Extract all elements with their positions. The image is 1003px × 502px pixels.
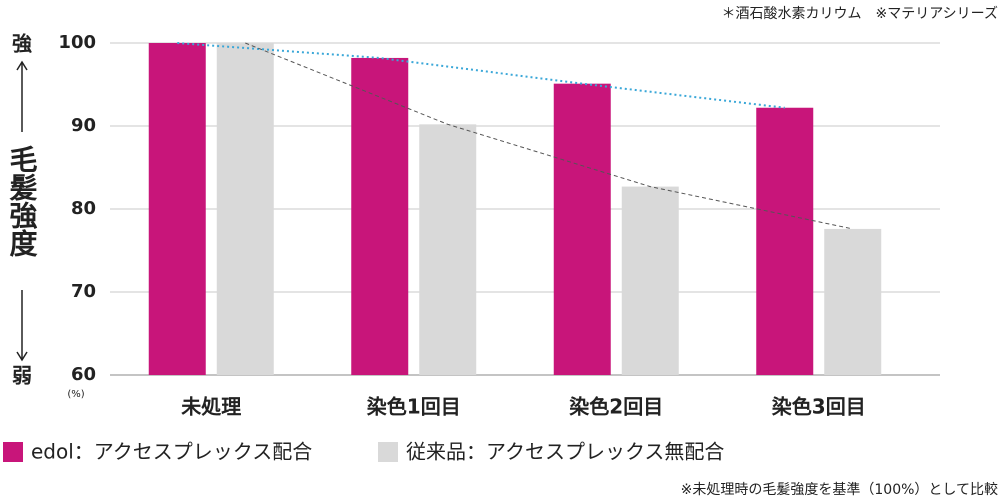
bar bbox=[419, 124, 477, 375]
note: ＊酒石酸水素カリウム ※マテリアシリーズ bbox=[722, 6, 998, 22]
y-tick-label: 90 bbox=[71, 115, 96, 136]
y-tick-label: 60 bbox=[71, 364, 96, 385]
y-axis-label: 毛髪強度 bbox=[6, 145, 39, 258]
legend-swatch bbox=[378, 442, 398, 462]
legend-label: edol：アクセスプレックス配合 bbox=[31, 440, 312, 464]
bar bbox=[621, 186, 679, 375]
arrow-head bbox=[16, 351, 28, 362]
bar bbox=[148, 43, 206, 375]
x-tick-label: 染色3回目 bbox=[772, 395, 866, 419]
bar bbox=[553, 83, 611, 376]
bar bbox=[216, 43, 274, 375]
bar bbox=[824, 228, 882, 375]
bar bbox=[756, 107, 814, 376]
trend-line bbox=[245, 42, 853, 230]
x-tick-label: 未処理 bbox=[181, 395, 241, 419]
y-unit: (%) bbox=[67, 389, 84, 400]
bar bbox=[351, 57, 409, 375]
x-tick-label: 染色2回目 bbox=[569, 395, 663, 419]
legend-label: 従来品：アクセスプレックス無配合 bbox=[406, 440, 724, 464]
y-axis-bottom-label: 弱 bbox=[12, 364, 32, 388]
y-tick-label: 100 bbox=[58, 32, 96, 53]
arrow-head bbox=[16, 60, 28, 71]
x-tick-label: 染色1回目 bbox=[367, 395, 461, 419]
legend-swatch bbox=[3, 442, 23, 462]
footnote: ※未処理時の毛髪強度を基準（100%）として比較 bbox=[681, 481, 998, 498]
y-axis-top-label: 強 bbox=[12, 32, 32, 56]
y-tick-label: 70 bbox=[71, 281, 96, 302]
y-tick-label: 80 bbox=[71, 198, 96, 219]
trend-line bbox=[177, 42, 785, 109]
